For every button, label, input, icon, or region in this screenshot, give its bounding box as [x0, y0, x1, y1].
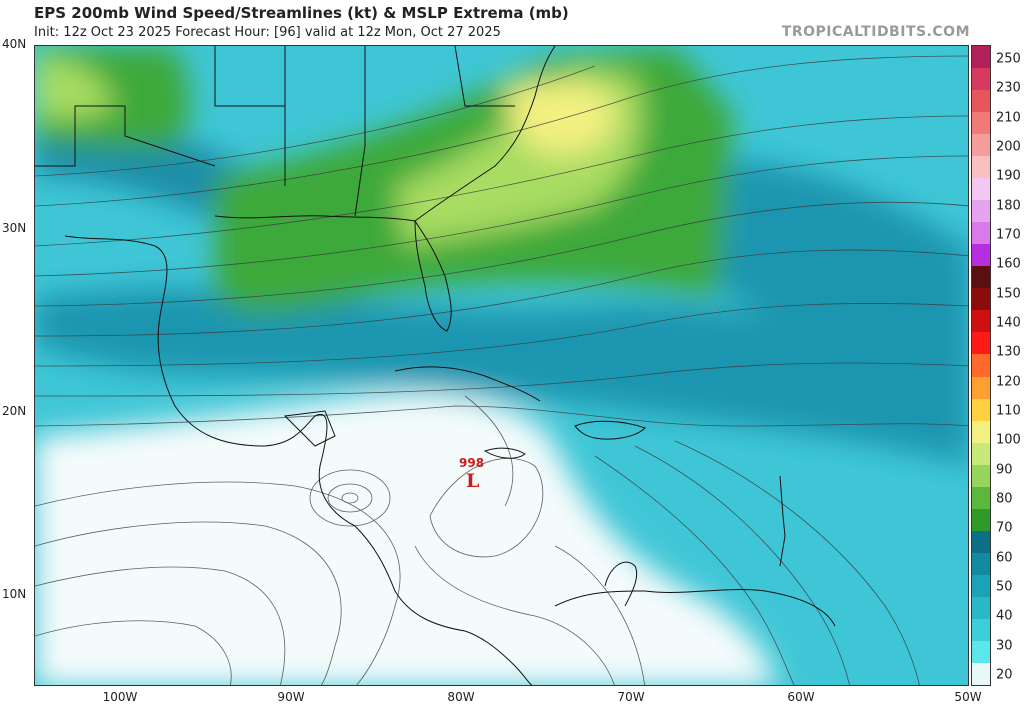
colorbar-label: 110 — [996, 403, 1021, 419]
colorbar-segment — [972, 222, 990, 245]
lat-label-40n: 40N — [2, 37, 27, 51]
colorbar-segment — [972, 574, 990, 598]
colorbar-segment — [972, 134, 990, 157]
colorbar-label: 60 — [996, 550, 1013, 566]
colorbar-segment — [972, 112, 990, 135]
colorbar-segment — [972, 310, 990, 333]
coastlines — [35, 46, 836, 685]
colorbar-label: 130 — [996, 344, 1021, 360]
colorbar-label: 50 — [996, 579, 1013, 595]
colorbar-label: 100 — [996, 432, 1021, 448]
colorbar-label: 180 — [996, 198, 1021, 214]
colorbar-label: 210 — [996, 110, 1021, 126]
colorbar-label: 40 — [996, 608, 1013, 624]
lon-label-90w: 90W — [277, 690, 305, 704]
chart-title: EPS 200mb Wind Speed/Streamlines (kt) & … — [34, 4, 569, 22]
lat-label-30n: 30N — [2, 221, 27, 235]
low-pressure-symbol: L — [466, 470, 480, 492]
colorbar-label: 30 — [996, 638, 1013, 654]
colorbar-segment — [972, 640, 990, 664]
colorbar-label: 250 — [996, 51, 1021, 67]
colorbar — [971, 45, 991, 686]
colorbar-segment — [972, 530, 990, 554]
colorbar-segment — [972, 552, 990, 576]
streamlines — [35, 55, 968, 685]
lon-label-70w: 70W — [617, 690, 645, 704]
colorbar-label: 200 — [996, 139, 1021, 155]
lon-label-60w: 60W — [787, 690, 815, 704]
low-pressure-value: 998 — [459, 456, 485, 470]
lon-label-100w: 100W — [102, 690, 138, 704]
colorbar-segment — [972, 200, 990, 223]
colorbar-label: 190 — [996, 168, 1021, 184]
colorbar-label: 70 — [996, 520, 1013, 536]
lat-label-10n: 10N — [2, 587, 27, 601]
colorbar-segment — [972, 662, 990, 686]
lon-label-50w: 50W — [954, 690, 982, 704]
colorbar-segment — [972, 354, 990, 377]
colorbar-label: 80 — [996, 491, 1013, 507]
colorbar-segment — [972, 68, 990, 91]
colorbar-segment — [972, 266, 990, 289]
colorbar-segment — [972, 244, 990, 267]
colorbar-label: 150 — [996, 286, 1021, 302]
colorbar-segment — [972, 376, 990, 400]
colorbar-segment — [972, 596, 990, 620]
colorbar-label: 140 — [996, 315, 1021, 331]
colorbar-segment — [972, 90, 990, 113]
colorbar-segment — [972, 46, 990, 69]
colorbar-label: 160 — [996, 256, 1021, 272]
colorbar-label: 20 — [996, 667, 1013, 683]
colorbar-segment — [972, 486, 990, 510]
colorbar-label: 90 — [996, 462, 1013, 478]
wind-speed-map — [35, 46, 968, 685]
colorbar-segment — [972, 508, 990, 532]
colorbar-segment — [972, 288, 990, 311]
lat-label-20n: 20N — [2, 404, 27, 418]
colorbar-segment — [972, 332, 990, 355]
colorbar-segment — [972, 420, 990, 444]
colorbar-segment — [972, 464, 990, 488]
colorbar-segment — [972, 156, 990, 179]
colorbar-label: 120 — [996, 374, 1021, 390]
colorbar-segment — [972, 398, 990, 422]
chart-subtitle: Init: 12z Oct 23 2025 Forecast Hour: [96… — [34, 25, 501, 40]
map-panel: 998 L — [34, 45, 969, 686]
colorbar-label: 230 — [996, 80, 1021, 96]
colorbar-segment — [972, 442, 990, 466]
colorbar-label: 170 — [996, 227, 1021, 243]
lon-label-80w: 80W — [447, 690, 475, 704]
colorbar-segment — [972, 618, 990, 642]
speed-contours — [35, 46, 968, 685]
colorbar-segment — [972, 178, 990, 201]
brand-watermark: TROPICALTIDBITS.COM — [781, 24, 970, 40]
